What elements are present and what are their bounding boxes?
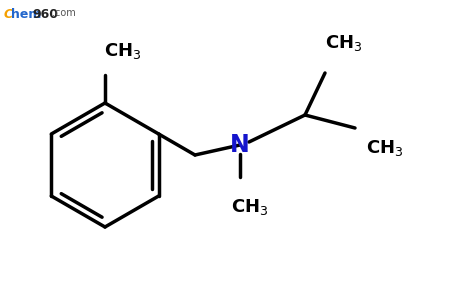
Text: hem: hem	[11, 8, 41, 21]
Text: .com: .com	[52, 8, 76, 18]
Text: CH$_3$: CH$_3$	[366, 138, 404, 158]
Text: C: C	[4, 8, 13, 21]
Text: CH$_3$: CH$_3$	[325, 33, 363, 53]
Text: N: N	[230, 133, 250, 157]
Text: CH$_3$: CH$_3$	[231, 197, 269, 217]
Text: CH$_3$: CH$_3$	[104, 41, 142, 61]
Text: 960: 960	[32, 8, 58, 21]
